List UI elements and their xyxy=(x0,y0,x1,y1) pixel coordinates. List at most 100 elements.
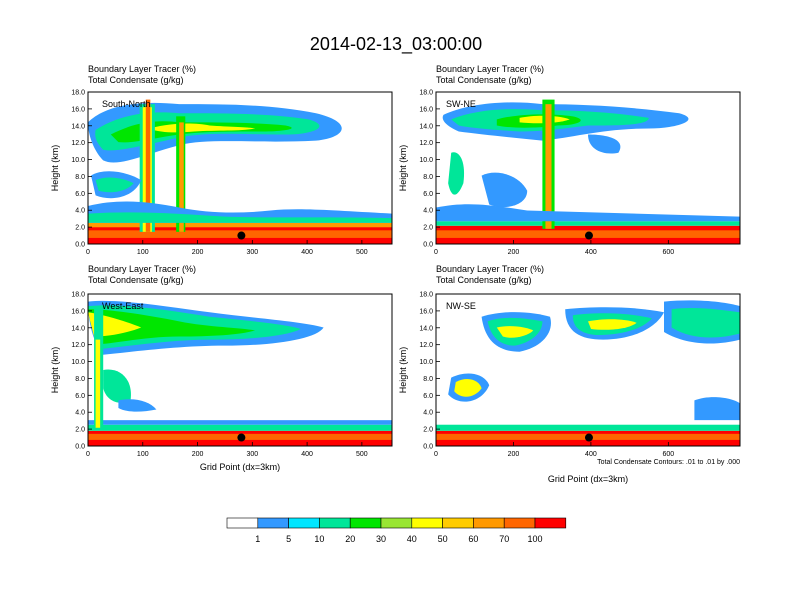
colorbar-label: 40 xyxy=(407,534,417,544)
y-tick-label: 14.0 xyxy=(71,123,85,130)
y-tick-label: 0.0 xyxy=(423,242,433,249)
colorbar-label: 10 xyxy=(314,534,324,544)
y-tick-label: 16.0 xyxy=(419,308,433,315)
panel-label: South-North xyxy=(102,99,151,109)
colorbar-label: 70 xyxy=(499,534,509,544)
colorbar-label: 1 xyxy=(255,534,260,544)
field-layer xyxy=(436,99,740,244)
colorbar: 1 5 10 20 30 40 50 60 70 100 xyxy=(226,517,567,544)
panel-south-north: Boundary Layer Tracer (%) Total Condensa… xyxy=(50,64,393,256)
panel-header-2: Total Condensate (g/kg) xyxy=(88,75,184,85)
colorbar-swatch xyxy=(380,517,413,529)
x-tick-label: 500 xyxy=(356,249,368,256)
plot-border xyxy=(87,293,393,447)
y-tick-label: 4.0 xyxy=(423,208,433,215)
x-tick-label: 400 xyxy=(301,451,313,458)
y-tick-label: 8.0 xyxy=(75,376,85,383)
site-marker xyxy=(584,231,593,240)
colorbar-label: 20 xyxy=(345,534,355,544)
colorbar-swatch xyxy=(257,517,289,529)
x-tick-label: 300 xyxy=(246,451,258,458)
panel-header-1: Boundary Layer Tracer (%) xyxy=(88,64,196,74)
y-ticks: 0.0 2.0 4.0 6.0 8.0 10.0 12.0 14.0 16.0 18.0 xyxy=(419,292,440,451)
y-tick-label: 6.0 xyxy=(75,191,85,198)
panel-nw-se: Boundary Layer Tracer (%) Total Condensa… xyxy=(398,264,741,484)
y-tick-label: 0.0 xyxy=(75,242,85,249)
colorbar-label: 100 xyxy=(527,534,542,544)
y-tick-label: 12.0 xyxy=(71,140,85,147)
y-tick-label: 2.0 xyxy=(423,225,433,232)
x-ticks: 0 200 400 600 xyxy=(434,442,674,458)
x-tick-label: 200 xyxy=(508,451,520,458)
panel-header-2: Total Condensate (g/kg) xyxy=(436,275,532,285)
y-tick-label: 6.0 xyxy=(75,393,85,400)
y-tick-label: 16.0 xyxy=(419,106,433,113)
x-tick-label: 600 xyxy=(663,249,675,256)
y-tick-label: 2.0 xyxy=(423,427,433,434)
y-tick-label: 10.0 xyxy=(71,359,85,366)
field-layer xyxy=(88,99,392,244)
y-tick-label: 4.0 xyxy=(423,410,433,417)
colorbar-swatch xyxy=(411,517,443,529)
y-tick-label: 10.0 xyxy=(419,157,433,164)
site-marker xyxy=(237,433,246,442)
y-tick-label: 12.0 xyxy=(71,342,85,349)
y-tick-label: 0.0 xyxy=(75,444,85,451)
x-tick-label: 0 xyxy=(86,451,90,458)
y-tick-label: 12.0 xyxy=(419,140,433,147)
y-axis-label: Height (km) xyxy=(50,145,60,192)
y-tick-label: 16.0 xyxy=(71,106,85,113)
x-tick-label: 200 xyxy=(192,451,204,458)
figure-title: 2014-02-13_03:00:00 xyxy=(310,34,482,55)
panel-header-1: Boundary Layer Tracer (%) xyxy=(436,264,544,274)
y-ticks: 0.0 2.0 4.0 6.0 8.0 10.0 12.0 14.0 16.0 18.0 xyxy=(71,292,92,451)
colorbar-swatch xyxy=(473,517,505,529)
panel-label: West-East xyxy=(102,301,144,311)
y-tick-label: 18.0 xyxy=(71,292,85,299)
x-tick-label: 400 xyxy=(585,249,597,256)
y-tick-label: 18.0 xyxy=(419,90,433,97)
y-ticks: 0.0 2.0 4.0 6.0 8.0 10.0 12.0 14.0 16.0 18.0 xyxy=(71,90,92,249)
x-tick-label: 0 xyxy=(434,451,438,458)
x-tick-label: 500 xyxy=(356,451,368,458)
y-tick-label: 2.0 xyxy=(75,427,85,434)
x-tick-label: 600 xyxy=(663,451,675,458)
contour-footnote: Total Condensate Contours: .01 to .01 by… xyxy=(597,459,740,466)
x-tick-label: 0 xyxy=(86,249,90,256)
x-tick-label: 400 xyxy=(301,249,313,256)
x-ticks: 0 200 400 600 xyxy=(434,240,674,256)
panel-west-east: Boundary Layer Tracer (%) Total Condensa… xyxy=(50,264,393,472)
y-tick-label: 18.0 xyxy=(71,90,85,97)
y-tick-label: 10.0 xyxy=(419,359,433,366)
y-tick-label: 12.0 xyxy=(419,342,433,349)
x-tick-label: 400 xyxy=(585,451,597,458)
y-axis-label: Height (km) xyxy=(398,145,408,192)
y-tick-label: 2.0 xyxy=(75,225,85,232)
panel-header-1: Boundary Layer Tracer (%) xyxy=(436,64,544,74)
colorbar-label: 30 xyxy=(376,534,386,544)
y-tick-label: 14.0 xyxy=(71,325,85,332)
panel-label: NW-SE xyxy=(446,301,476,311)
site-marker xyxy=(584,433,593,442)
x-tick-label: 0 xyxy=(434,249,438,256)
x-tick-label: 100 xyxy=(137,451,149,458)
x-tick-label: 200 xyxy=(508,249,520,256)
x-tick-label: 100 xyxy=(137,249,149,256)
colorbar-swatch xyxy=(226,517,259,529)
plot-border xyxy=(435,293,741,447)
y-axis-label: Height (km) xyxy=(50,347,60,394)
y-tick-label: 10.0 xyxy=(71,157,85,164)
y-tick-label: 4.0 xyxy=(75,410,85,417)
x-ticks: 0 100 200 300 400 500 xyxy=(86,442,368,458)
colorbar-label: 50 xyxy=(438,534,448,544)
y-tick-label: 4.0 xyxy=(75,208,85,215)
colorbar-label: 5 xyxy=(286,534,291,544)
plot-border xyxy=(435,91,741,245)
colorbar-swatch xyxy=(534,517,567,529)
x-tick-label: 300 xyxy=(246,249,258,256)
y-tick-label: 8.0 xyxy=(75,174,85,181)
y-tick-label: 18.0 xyxy=(419,292,433,299)
panel-sw-ne: Boundary Layer Tracer (%) Total Condensa… xyxy=(398,64,741,256)
x-tick-label: 200 xyxy=(192,249,204,256)
colorbar-label: 60 xyxy=(468,534,478,544)
